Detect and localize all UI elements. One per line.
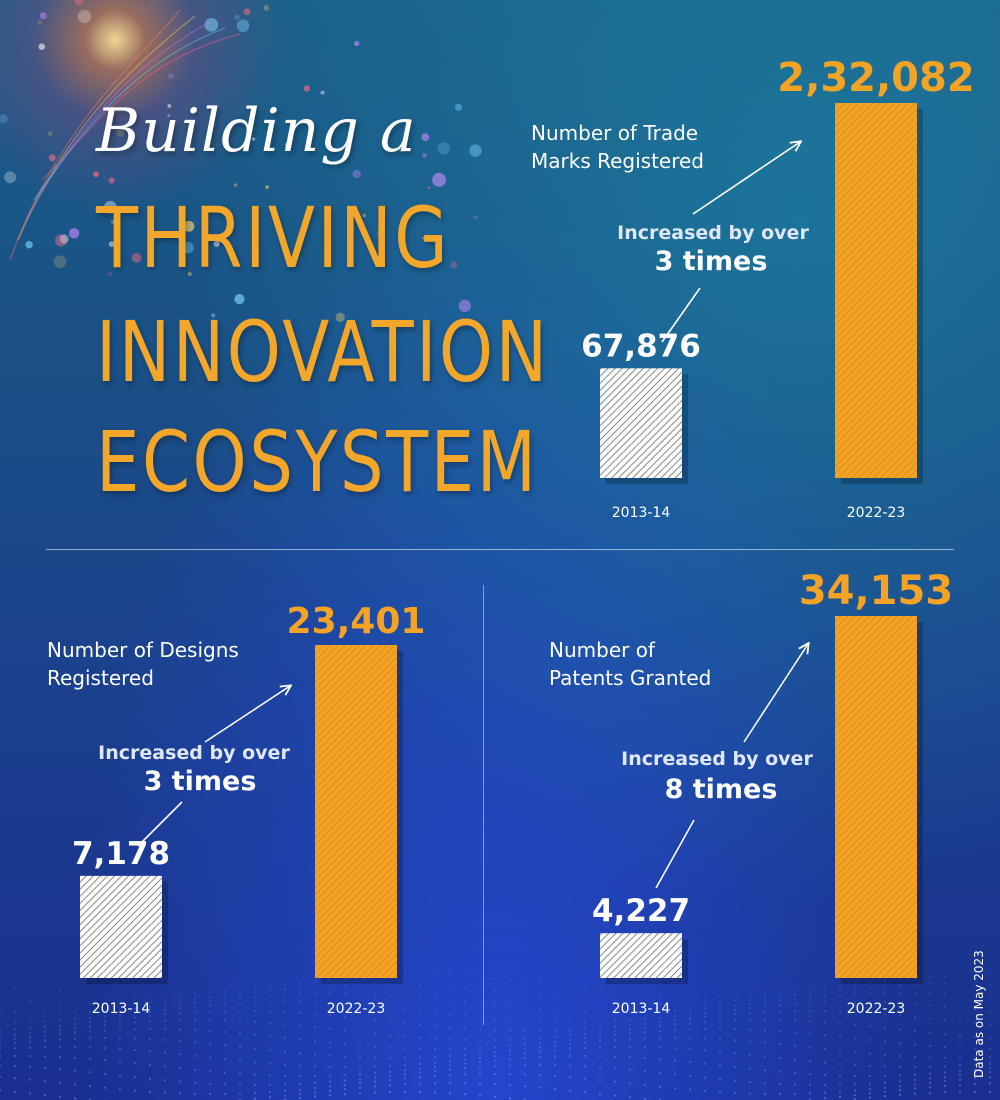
horizontal-divider — [46, 549, 954, 550]
tick-label-designs-2013-14: 2013-14 — [92, 1001, 151, 1017]
arrow-line-upper-designs — [204, 686, 290, 743]
bar-trade-marks-2013-14 — [600, 368, 682, 478]
vertical-divider — [483, 585, 484, 1025]
headline-line-1: Building a — [96, 96, 417, 166]
value-label-designs-2022-23: 23,401 — [287, 601, 426, 642]
value-label-trade-marks-2022-23: 2,32,082 — [777, 55, 974, 101]
arrow-line-lower-trade-marks — [661, 287, 701, 343]
annotation-text-trade-marks: Increased by over — [617, 222, 809, 244]
annotation-highlight-designs: 3 times — [143, 766, 257, 797]
bar-designs-2022-23 — [315, 645, 397, 978]
arrow-line-upper-trade-marks — [692, 142, 800, 215]
tick-label-patents-2013-14: 2013-14 — [612, 1001, 671, 1017]
headline-line-2: THRIVING — [96, 189, 451, 287]
tick-label-trade-marks-2013-14: 2013-14 — [612, 505, 671, 521]
chart-title-patents: Number of Patents Granted — [549, 638, 712, 690]
arrow-line-upper-patents — [743, 644, 808, 743]
bar-patents-2013-14 — [600, 933, 682, 978]
bar-trade-marks-2022-23 — [835, 103, 917, 478]
annotation-highlight-trade-marks: 3 times — [654, 246, 768, 277]
value-label-patents-2013-14: 4,227 — [592, 893, 690, 929]
data-footnote: Data as on May 2023 — [972, 950, 986, 1078]
headline-line-3: INNOVATION — [96, 303, 550, 401]
headline-line-4: ECOSYSTEM — [96, 413, 539, 511]
tick-label-designs-2022-23: 2022-23 — [327, 1001, 386, 1017]
annotation-text-designs: Increased by over — [98, 742, 290, 764]
bar-designs-2013-14 — [80, 875, 162, 978]
tick-label-trade-marks-2022-23: 2022-23 — [847, 505, 906, 521]
bar-patents-2022-23 — [835, 616, 917, 978]
annotation-text-patents: Increased by over — [621, 748, 813, 770]
chart-title-designs: Number of Designs Registered — [47, 638, 239, 690]
arrow-line-lower-patents — [655, 819, 695, 889]
arrow-line-lower-designs — [137, 801, 183, 847]
tick-label-patents-2022-23: 2022-23 — [847, 1001, 906, 1017]
chart-title-trade-marks: Number of Trade Marks Registered — [531, 121, 704, 173]
annotation-highlight-patents: 8 times — [664, 774, 778, 805]
value-label-trade-marks-2013-14: 67,876 — [581, 328, 701, 364]
value-label-patents-2022-23: 34,153 — [799, 568, 953, 614]
value-label-designs-2013-14: 7,178 — [72, 836, 170, 872]
